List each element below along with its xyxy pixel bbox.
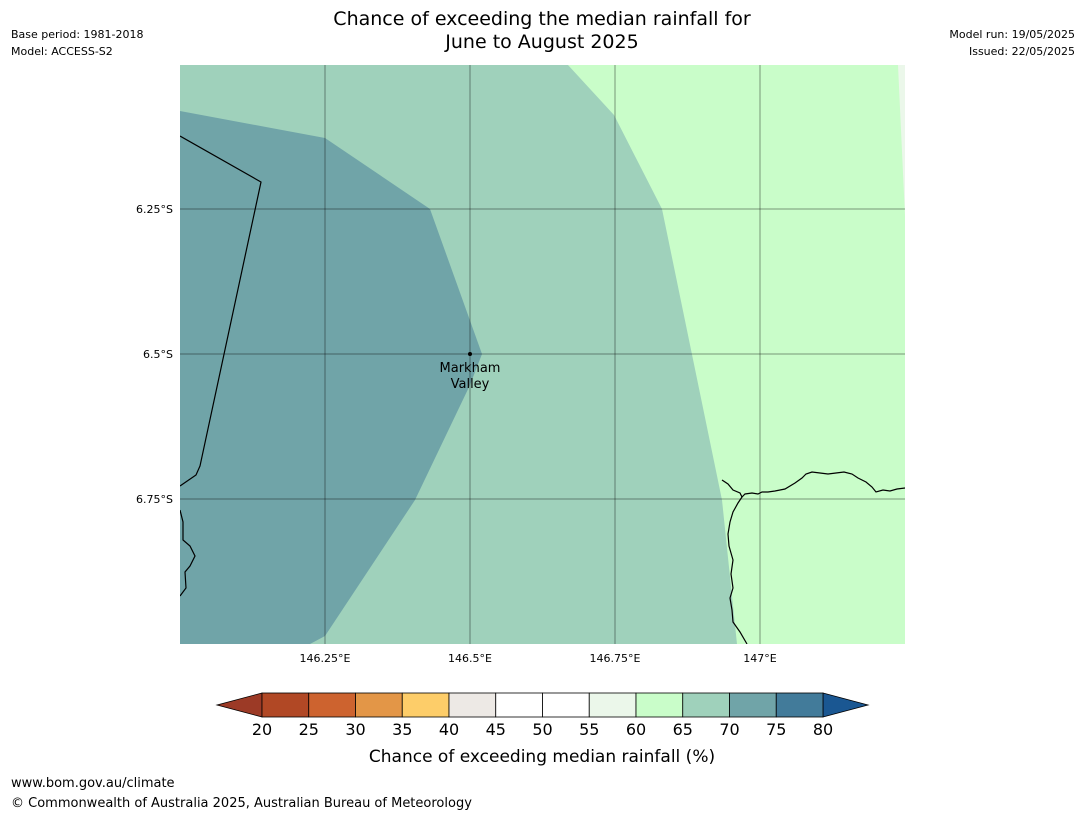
colorbar: 20 25 30 35 40 45 50 55 60 65 70 75 80 Chance of exc… (215, 692, 870, 767)
colorbar-segment (682, 692, 730, 718)
river-line (727, 496, 748, 644)
colorbar-segment (588, 692, 637, 718)
colorbar-tick-label: 45 (486, 720, 506, 739)
colorbar-tick-label: 40 (439, 720, 459, 739)
model-run: Model run: 19/05/2025 (949, 28, 1075, 41)
colorbar-segment (542, 692, 590, 718)
colorbar-segment (355, 692, 403, 718)
admin-boundary (180, 135, 262, 487)
colorbar-tick-label: 70 (719, 720, 739, 739)
colorbar-tick-label: 30 (345, 720, 365, 739)
colorbar-segment (308, 692, 356, 718)
lat-label: 6.25°S (136, 203, 173, 216)
colorbar-tick-label: 50 (532, 720, 552, 739)
place-marker: Markham Valley (440, 352, 501, 392)
coastline-east (721, 471, 905, 499)
colorbar-tick-label: 65 (673, 720, 693, 739)
lon-label: 146.5°E (448, 652, 492, 665)
colorbar-segments (261, 692, 824, 718)
lon-label: 147°E (743, 652, 776, 665)
lat-label: 6.75°S (136, 493, 173, 506)
colorbar-segment (495, 692, 543, 718)
colorbar-segment (401, 692, 450, 718)
lon-label: 146.75°E (590, 652, 641, 665)
map-title: Chance of exceeding the median rainfall … (242, 8, 842, 54)
colorbar-segment (729, 692, 777, 718)
place-dot (468, 352, 472, 356)
colorbar-segment (448, 692, 497, 718)
issued-date: Issued: 22/05/2025 (968, 45, 1075, 58)
colorbar-ticks: 20 25 30 35 40 45 50 55 60 65 70 75 80 (252, 720, 833, 739)
longitude-labels: 146.25°E 146.5°E 146.75°E 147°E (300, 652, 777, 665)
place-name-line-2: Valley (451, 377, 490, 392)
colorbar-tick-label: 20 (252, 720, 272, 739)
boundary-lines (180, 135, 905, 644)
map-area (180, 65, 905, 644)
title-line-2: June to August 2025 (445, 31, 639, 53)
colorbar-over-arrow (822, 692, 870, 718)
colorbar-segment (261, 692, 310, 718)
colorbar-segment (635, 692, 684, 718)
region-70-75 (180, 111, 482, 644)
colorbar-under-arrow (215, 692, 263, 718)
colorbar-tick-label: 55 (579, 720, 599, 739)
colorbar-tick-label: 75 (766, 720, 786, 739)
region-60-65 (568, 65, 905, 644)
colorbar-segment (775, 692, 824, 718)
footer-url: www.bom.gov.au/climate (11, 776, 175, 791)
coastline-west (180, 509, 196, 597)
footer-copyright: © Commonwealth of Australia 2025, Austra… (11, 796, 472, 811)
model-name: Model: ACCESS-S2 (11, 45, 113, 58)
colorbar-tick-label: 25 (299, 720, 319, 739)
place-name-line-1: Markham (440, 361, 501, 376)
colorbar-title: Chance of exceeding median rainfall (%) (369, 747, 715, 767)
colorbar-tick-label: 60 (626, 720, 646, 739)
lat-label: 6.5°S (143, 348, 173, 361)
lon-label: 146.25°E (300, 652, 351, 665)
region-55-60 (898, 65, 905, 216)
meta-left: Base period: 1981-2018 Model: ACCESS-S2 (11, 26, 143, 60)
colorbar-tick-label: 35 (392, 720, 412, 739)
base-period: Base period: 1981-2018 (11, 28, 144, 41)
colorbar-tick-label: 80 (813, 720, 833, 739)
latitude-labels: 6.25°S 6.5°S 6.75°S (136, 203, 173, 506)
meta-right: Model run: 19/05/2025 Issued: 22/05/2025 (949, 26, 1075, 60)
title-line-1: Chance of exceeding the median rainfall … (333, 8, 751, 30)
graticule (180, 65, 905, 644)
